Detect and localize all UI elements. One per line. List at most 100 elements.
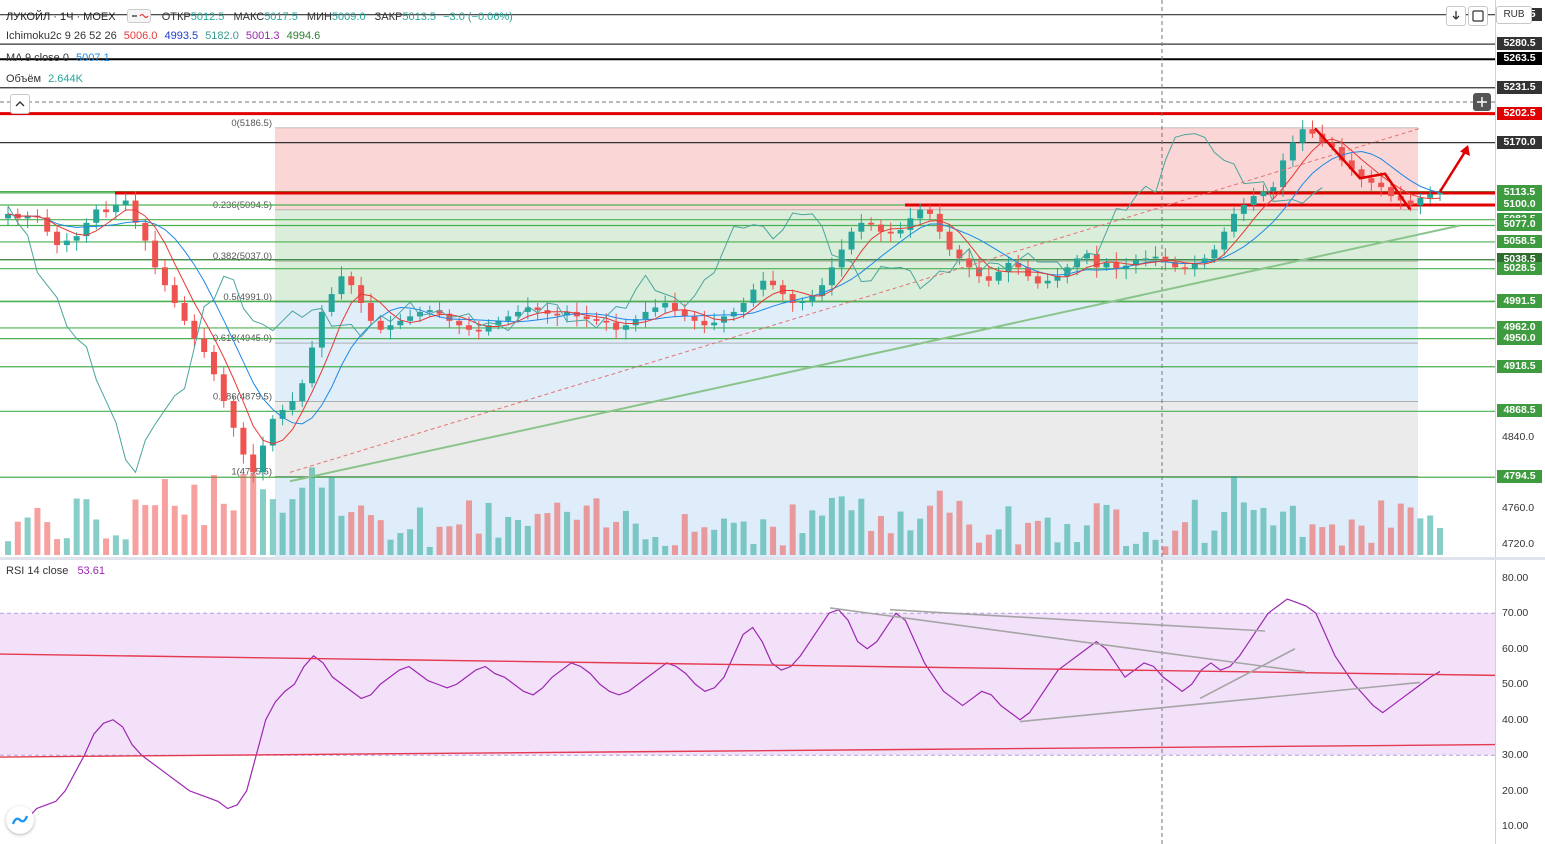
ma-value: 5007.1 [76, 52, 110, 64]
rsi-chart-canvas[interactable] [0, 560, 1495, 844]
volume-bar [152, 505, 159, 555]
volume-bar [691, 531, 698, 555]
volume-bar [5, 541, 11, 555]
price-level-tag: 4918.5 [1497, 359, 1542, 373]
volume-bar [1397, 503, 1404, 555]
candle-body [260, 445, 267, 473]
candle-body [230, 401, 237, 428]
price-level-tag: 5028.5 [1497, 261, 1542, 275]
trend-line [289, 224, 1461, 483]
volume-bar [760, 519, 767, 555]
rsi-panel[interactable] [0, 560, 1495, 844]
volume-bar [93, 519, 100, 555]
candle-body [1034, 276, 1041, 284]
rsi-band [0, 613, 1495, 756]
candle-body [83, 222, 90, 237]
rsi-legend[interactable]: RSI 14 close 53.61 [6, 565, 105, 577]
open-value: 5012.5 [190, 11, 225, 23]
candle-body [632, 319, 639, 326]
volume-bar [887, 533, 894, 555]
close-value: 5013.5 [402, 11, 437, 23]
price-axis[interactable]: 5313.55280.55263.55231.55202.55170.05115… [1495, 0, 1545, 557]
volume-bar [14, 521, 21, 555]
add-icon[interactable] [1473, 93, 1491, 111]
candle-body [1280, 160, 1287, 188]
fullscreen-icon[interactable] [1468, 6, 1488, 26]
candle-body [250, 454, 257, 473]
volume-bar [583, 505, 590, 555]
volume-bar [966, 524, 973, 555]
candle-body [789, 294, 796, 304]
currency-button[interactable]: RUB [1496, 6, 1532, 24]
volume-bar [367, 515, 374, 555]
tradingview-logo-icon[interactable] [6, 806, 34, 834]
candle-body [1103, 262, 1110, 268]
candle-body [220, 374, 227, 402]
fib-zone [275, 343, 1418, 402]
volume-bar [181, 514, 188, 555]
collapse-arrow-icon[interactable] [10, 94, 30, 114]
volume-bar [34, 507, 41, 555]
volume-bar [161, 479, 168, 555]
volume-bar [1025, 522, 1032, 555]
ichimoku-value-4: 5001.3 [245, 30, 280, 42]
legend-toggle-icon[interactable] [126, 9, 151, 23]
candle-body [407, 316, 414, 321]
candle-body [1437, 192, 1443, 195]
volume-bar [220, 503, 227, 555]
rsi-tick-label: 60.00 [1502, 642, 1529, 655]
candle-body [475, 329, 482, 332]
candle-body [1387, 187, 1394, 197]
candle-body [348, 276, 355, 286]
candle-body [946, 231, 953, 250]
volume-bar [1240, 502, 1247, 555]
volume-bar [642, 539, 649, 555]
volume-name: Объём [6, 73, 42, 85]
candle-body [730, 311, 737, 317]
symbol-name[interactable]: ЛУКОЙЛ · 1Ч · MOEX [6, 11, 116, 23]
candle-body [289, 401, 296, 410]
candle-body [54, 231, 61, 246]
volume-value: 2.644K [48, 73, 83, 85]
rsi-value: 53.61 [77, 565, 105, 577]
candle-body [524, 307, 531, 312]
rsi-axis[interactable]: 80.00 70.00 60.00 50.00 40.00 30.00 20.00 10.00 [1495, 560, 1545, 844]
rsi-tick-label: 80.00 [1502, 571, 1529, 584]
volume-bar [524, 525, 531, 555]
volume-bar [73, 498, 80, 555]
candle-body [1152, 256, 1159, 259]
candle-body [397, 320, 404, 326]
volume-bar [1387, 527, 1394, 555]
candle-body [828, 267, 835, 286]
candle-body [1113, 262, 1120, 270]
volume-bar [1044, 517, 1051, 555]
candle-body [917, 209, 924, 219]
candle-body [387, 325, 394, 330]
symbol-legend: ЛУКОЙЛ · 1Ч · MOEX ОТКР5012.5 МАКС5017.5… [6, 9, 513, 23]
panel-separator[interactable] [0, 557, 1545, 560]
candle-body [868, 222, 875, 225]
fib-label: 0.5(4991.0) [223, 292, 272, 303]
volume-bar [779, 545, 786, 555]
candle-body [112, 204, 119, 213]
fib-zone [275, 302, 1418, 344]
volume-bar [877, 516, 884, 555]
ichimoku-tenkan-line [7, 138, 1441, 445]
ma-legend[interactable]: MA 9 close 0 5007.1 [6, 52, 110, 64]
price-chart-canvas[interactable]: 0(5186.5)0.236(5094.5)0.382(5037.0)0.5(4… [0, 0, 1495, 557]
price-chart-panel[interactable]: 0(5186.5) 0.236(5094.5) 0.382(5037.0) 0.5(4… [0, 0, 1495, 557]
close-label: ЗАКР [374, 11, 403, 23]
volume-bar [279, 512, 286, 555]
ichimoku-value-3: 5182.0 [205, 30, 239, 42]
download-icon[interactable] [1446, 6, 1466, 26]
candle-body [328, 294, 335, 312]
ichimoku-lagging-line [7, 133, 1323, 474]
annotation-arrow-down [1314, 127, 1412, 211]
candle-body [564, 311, 571, 316]
volume-bar [770, 526, 777, 555]
candle-body [1015, 262, 1022, 268]
ichimoku-legend[interactable]: Ichimoku2c 9 26 52 26 5006.0 4993.5 5182… [6, 30, 320, 42]
candle-body [505, 316, 512, 321]
volume-legend[interactable]: Объём 2.644K [6, 73, 83, 85]
price-level-tag: 4794.5 [1497, 470, 1542, 484]
